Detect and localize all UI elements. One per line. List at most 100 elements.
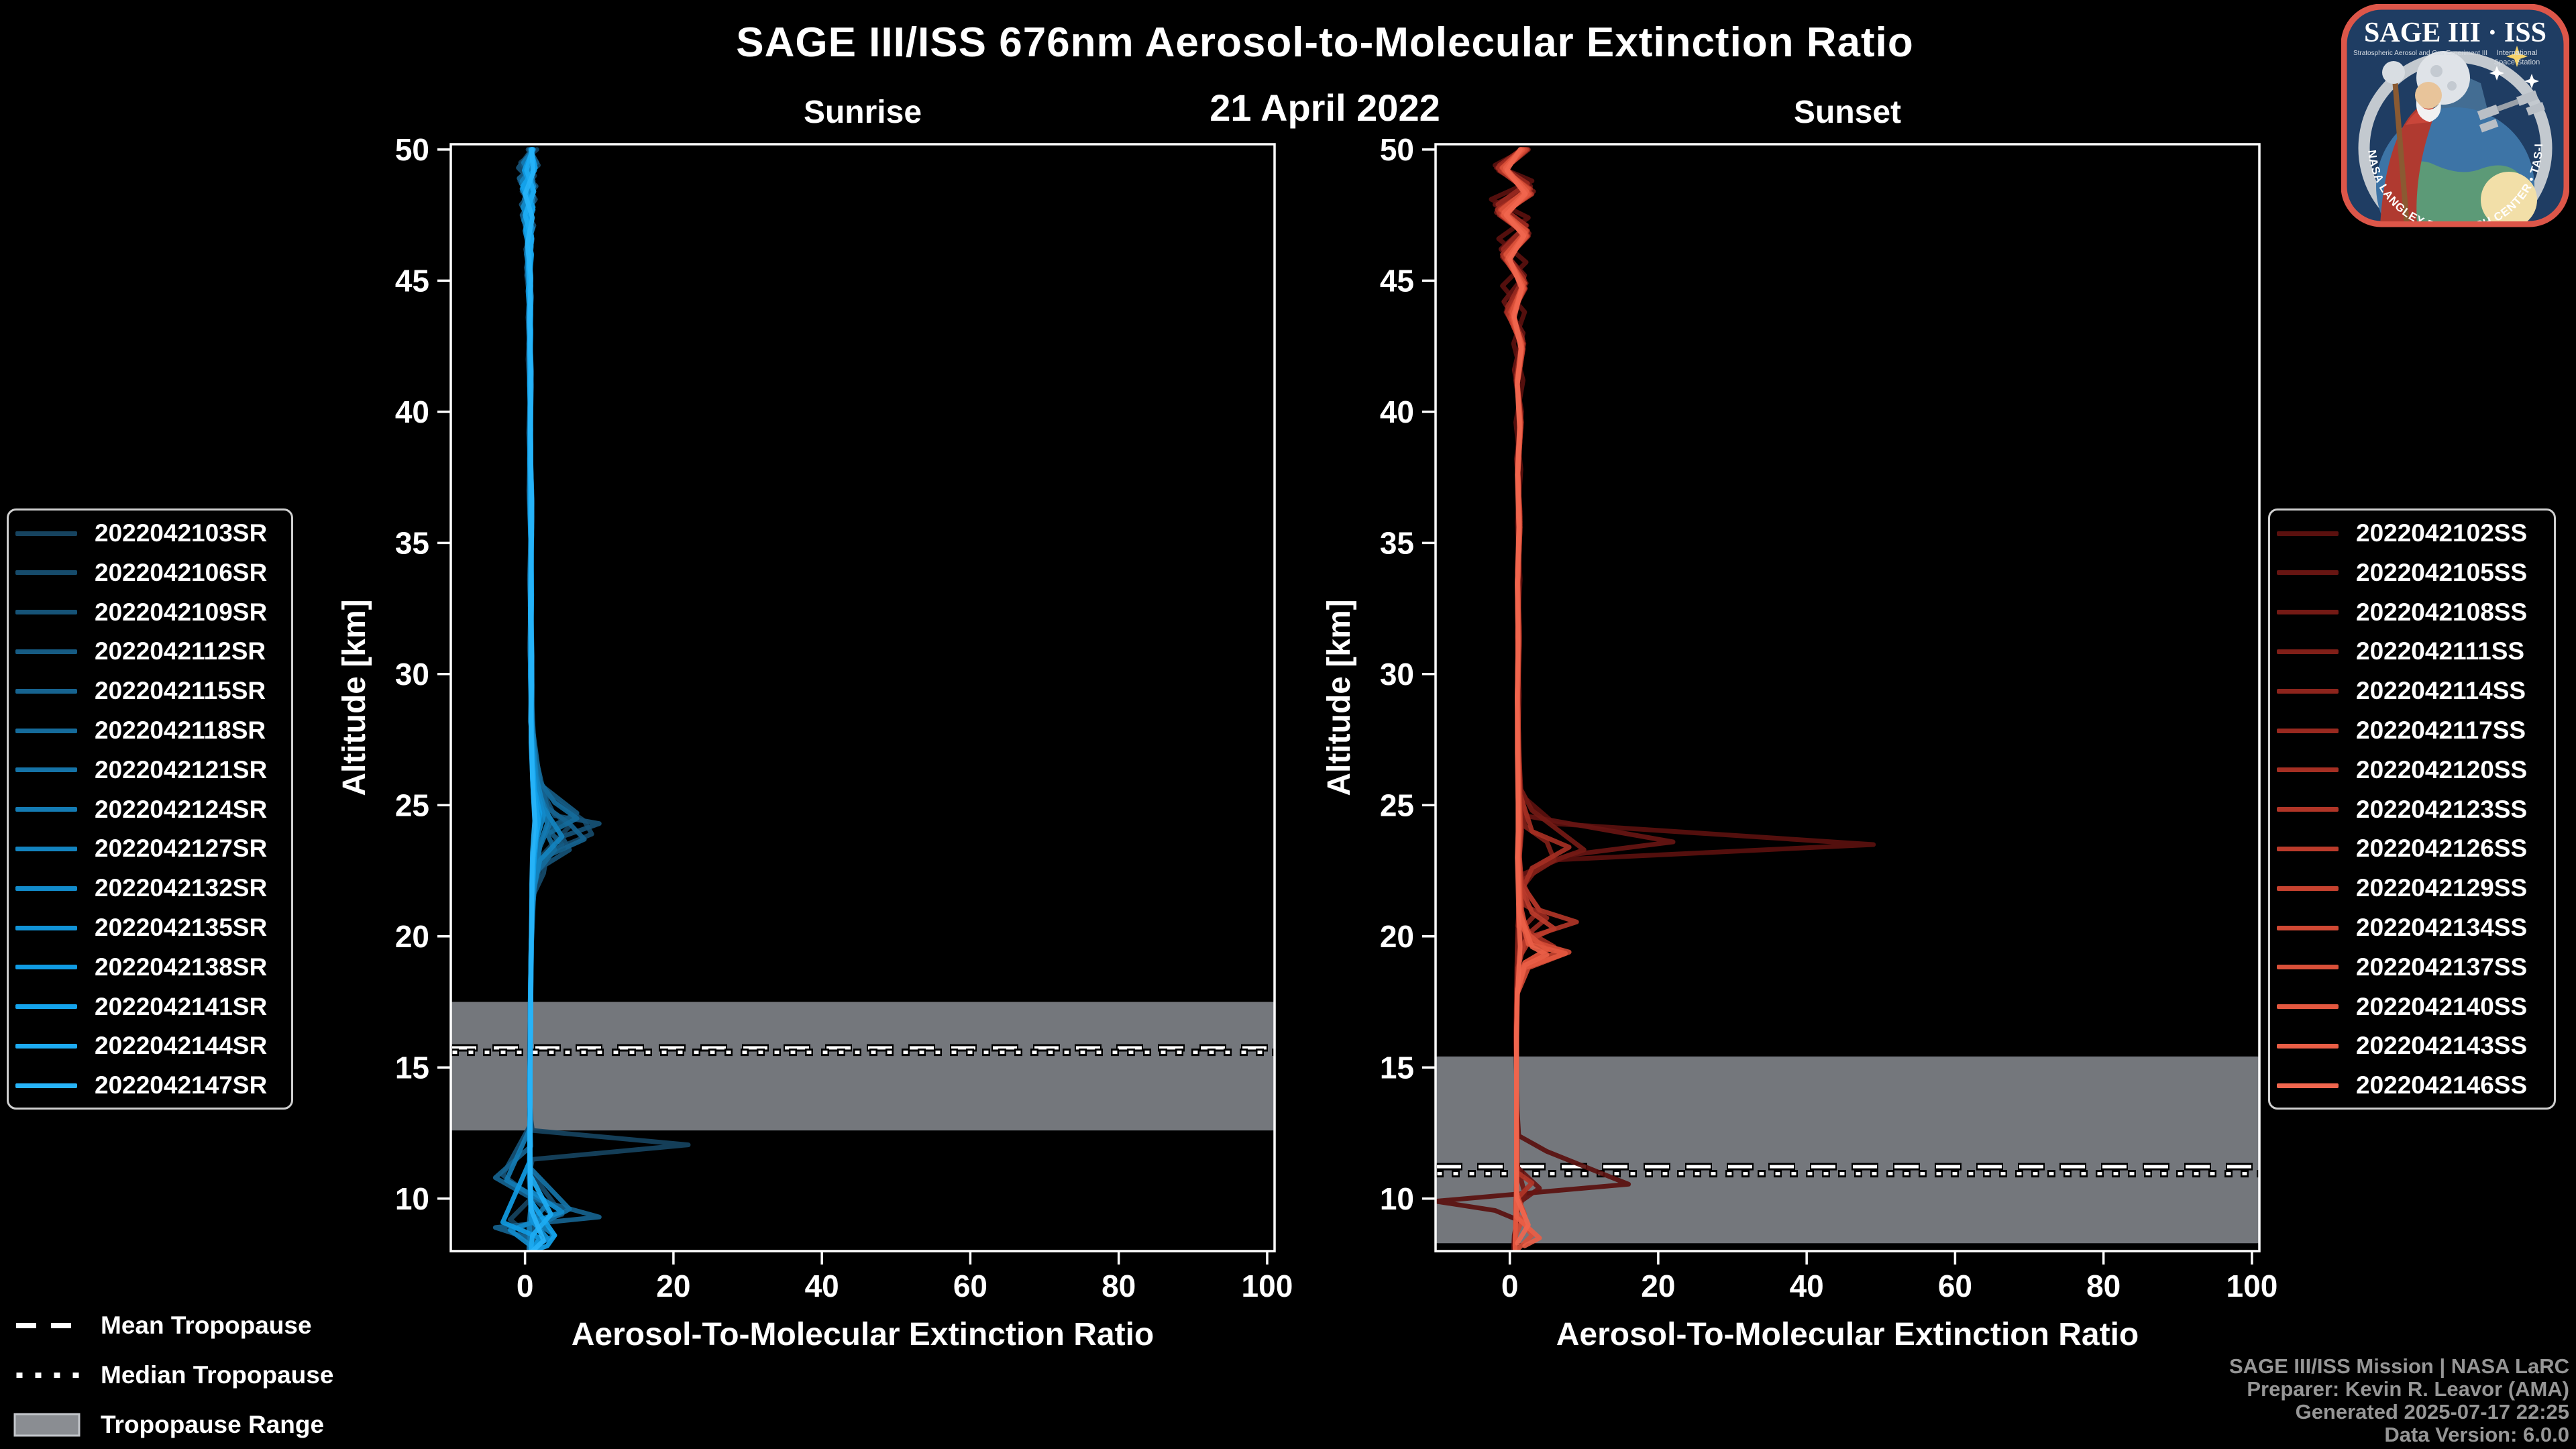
tropo-legend-label: Mean Tropopause [101,1311,312,1339]
legend-label: 2022042138SR [95,953,268,981]
y-tick-label: 50 [1380,132,1414,167]
y-tick-label: 25 [1380,788,1414,822]
figure-date: 21 April 2022 [1210,87,1440,129]
moon-crater [2430,65,2443,77]
profile-2022042147SR [523,147,546,1251]
sun-icon [2481,172,2537,221]
legend-item-2022042126SS: 2022042126SS [2270,835,2527,862]
axes-spines [449,143,1276,1252]
x-axis-label: Aerosol-To-Molecular Extinction Ratio [572,1317,1155,1352]
legend-line-swatch [2277,846,2339,851]
legend-item-2022042124SR: 2022042124SR [9,796,267,823]
y-tick-label: 25 [395,788,429,822]
legend-item-2022042103SR: 2022042103SR [9,519,268,547]
legend-item-2022042144SR: 2022042144SR [9,1032,267,1059]
legend-sunset: 2022042102SS 2022042105SS 2022042108SS 2022… [2268,508,2556,1110]
mean-tropopause-swatch [15,1321,79,1330]
legend-item-2022042135SR: 2022042135SR [9,914,267,941]
legend-label: 2022042134SS [2356,914,2528,941]
legend-item-2022042134SS: 2022042134SS [2270,914,2527,941]
y-tick-label: 30 [395,657,429,692]
legend-item-2022042147SR: 2022042147SR [9,1071,268,1099]
median-tropopause-swatch [15,1371,79,1380]
legend-line-swatch [15,925,77,930]
profile-2022042146SS [1503,147,1531,1246]
legend-label: 2022042129SS [2356,874,2528,902]
legend-label: 2022042111SS [2356,637,2525,665]
footer-line-version: Data Version: 6.0.0 [2384,1423,2569,1446]
legend-label: 2022042103SR [95,519,268,547]
legend-line-swatch [15,885,77,891]
y-tick-label: 45 [1380,263,1414,298]
legend-label: 2022042141SR [95,992,268,1020]
legend-item-2022042118SR: 2022042118SR [9,716,266,744]
legend-item-2022042120SS: 2022042120SS [2270,755,2528,784]
legend-item-2022042132SR: 2022042132SR [9,874,267,902]
sage-iss-mission-patch: BALL • NASA LANGLEY RESEARCH CENTER • TA… [2341,4,2569,227]
legend-label: 2022042108SS [2356,598,2528,626]
x-tick-label: 60 [953,1269,987,1303]
legend-line-swatch [2277,610,2339,615]
legend-label: 2022042106SR [95,558,268,586]
x-tick-label: 20 [656,1269,690,1303]
legend-item-2022042146SS: 2022042146SS [2270,1071,2527,1099]
legend-item-2022042143SS: 2022042143SS [2270,1032,2527,1059]
tropopause-range-band [1436,1056,2259,1244]
legend-item-2022042111SS: 2022042111SS [2270,637,2525,665]
legend-label: 2022042118SR [95,716,266,744]
legend-label: 2022042124SR [95,795,268,823]
x-tick-label: 100 [2226,1269,2278,1303]
legend-label: 2022042140SS [2356,992,2528,1020]
legend-label: 2022042147SR [95,1071,268,1099]
legend-item-2022042121SR: 2022042121SR [9,756,267,784]
legend-label: 2022042126SS [2356,835,2528,863]
legend-item-2022042127SR: 2022042127SR [9,835,267,862]
x-tick-label: 0 [517,1269,534,1303]
legend-label: 2022042102SS [2356,519,2528,547]
legend-line-swatch [15,846,77,851]
legend-item-2022042117SS: 2022042117SS [2270,716,2526,744]
legend-label: 2022042123SS [2356,795,2528,823]
y-tick-label: 15 [395,1050,429,1085]
legend-label: 2022042137SS [2356,953,2528,981]
legend-line-swatch [2277,1004,2339,1010]
x-axis-label: Aerosol-To-Molecular Extinction Ratio [1556,1317,2139,1352]
patch-subtitle-left: Stratospheric Aerosol and Gas Experiment… [2353,50,2487,57]
x-tick-label: 60 [1938,1269,1972,1303]
legend-item-2022042141SR: 2022042141SR [9,992,268,1020]
figure-title: SAGE III/ISS 676nm Aerosol-to-Molecular … [736,19,1914,66]
legend-line-swatch [15,767,77,773]
footer-line-generated: Generated 2025-07-17 22:25 [2295,1400,2569,1424]
panel-title-sunrise: Sunrise [803,95,922,130]
legend-line-swatch [2277,807,2339,812]
y-tick-label: 20 [1380,919,1414,954]
panel-title-sunset: Sunset [1793,95,1902,130]
legend-item-2022042123SS: 2022042123SS [2270,796,2527,823]
sage-figure [2380,61,2442,221]
legend-item-2022042140SS: 2022042140SS [2270,992,2528,1020]
legend-line-swatch [15,570,77,576]
y-tick-label: 40 [1380,394,1414,429]
legend-label: 2022042117SS [2356,716,2526,744]
patch-subtitle-right2: Space Station [2494,58,2540,66]
y-tick-label: 35 [395,525,429,560]
legend-line-swatch [15,1004,77,1010]
legend-line-swatch [2277,570,2339,576]
legend-line-swatch [2277,649,2339,654]
range-tropopause-swatch [13,1413,80,1437]
tropo-legend-label: Tropopause Range [101,1411,325,1438]
legend-item-2022042137SS: 2022042137SS [2270,953,2528,981]
legend-item-2022042129SS: 2022042129SS [2270,874,2528,902]
legend-line-swatch [2277,688,2339,694]
x-tick-label: 100 [1242,1269,1293,1303]
legend-line-swatch [2277,767,2339,773]
legend-item-2022042115SR: 2022042115SR [9,677,266,704]
legend-line-swatch [15,965,77,970]
legend-label: 2022042120SS [2356,755,2528,784]
panel-sunset: 0 20 40 60 80 100 10 15 20 25 30 35 40 45 50 Aerosol-To… [1322,132,2277,1352]
legend-line-swatch [15,688,77,694]
legend-line-swatch [2277,885,2339,891]
tropopause-range-band [451,1002,1275,1131]
tropo-legend-row-mean: Mean Tropopause [13,1304,312,1347]
